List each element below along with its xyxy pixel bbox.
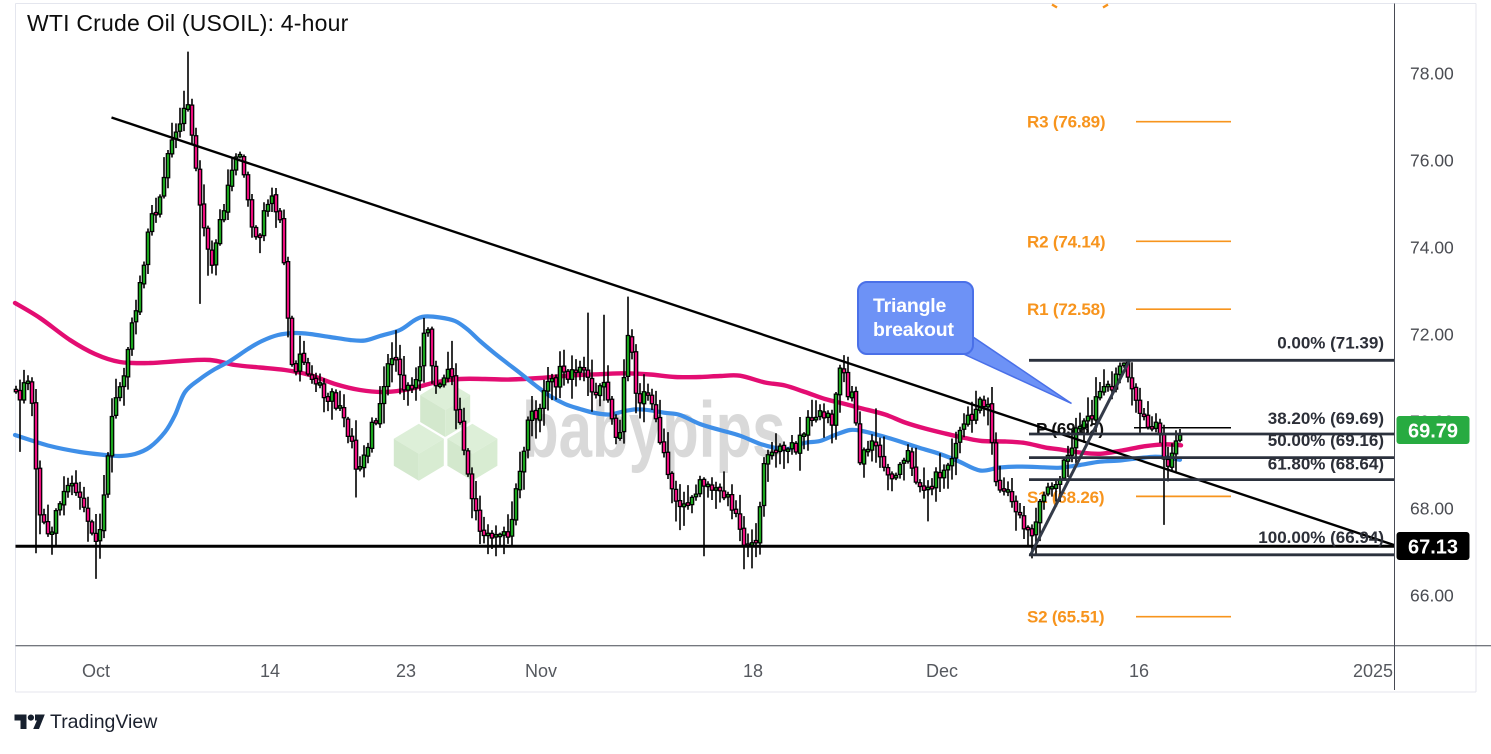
svg-text:23: 23	[396, 661, 416, 681]
svg-text:0.00% (71.39): 0.00% (71.39)	[1277, 334, 1384, 353]
svg-text:Dec: Dec	[926, 661, 958, 681]
svg-text:Triangle: Triangle	[873, 295, 947, 317]
svg-text:R2 (74.14): R2 (74.14)	[1027, 232, 1105, 251]
svg-text:TradingView: TradingView	[50, 711, 158, 733]
svg-text:50.00% (69.16): 50.00% (69.16)	[1268, 431, 1384, 450]
svg-text:2025: 2025	[1353, 661, 1393, 681]
svg-text:72.00: 72.00	[1410, 324, 1454, 344]
svg-text:38.20% (69.69): 38.20% (69.69)	[1268, 409, 1384, 428]
svg-text:100.00% (66.94): 100.00% (66.94)	[1258, 528, 1384, 547]
svg-text:67.13: 67.13	[1408, 537, 1458, 559]
svg-text:74.00: 74.00	[1410, 237, 1454, 257]
svg-text:R1 (72.58): R1 (72.58)	[1027, 300, 1105, 319]
svg-text:78.00: 78.00	[1410, 63, 1454, 83]
svg-text:16: 16	[1129, 661, 1149, 681]
svg-text:76.00: 76.00	[1410, 150, 1454, 170]
svg-text:Nov: Nov	[525, 661, 557, 681]
svg-text:66.00: 66.00	[1410, 585, 1454, 605]
svg-text:61.80% (68.64): 61.80% (68.64)	[1268, 454, 1384, 473]
svg-text:68.00: 68.00	[1410, 498, 1454, 518]
svg-text:Oct: Oct	[82, 661, 110, 681]
svg-text:18: 18	[743, 661, 763, 681]
svg-text:14: 14	[260, 661, 280, 681]
svg-text:WTI Crude Oil (USOIL): 4-hour: WTI Crude Oil (USOIL): 4-hour	[27, 10, 349, 36]
svg-text:69.79: 69.79	[1408, 421, 1458, 443]
svg-text:R3 (76.89): R3 (76.89)	[1027, 113, 1105, 132]
svg-text:breakout: breakout	[873, 319, 954, 341]
svg-text:S2 (65.51): S2 (65.51)	[1027, 608, 1104, 627]
